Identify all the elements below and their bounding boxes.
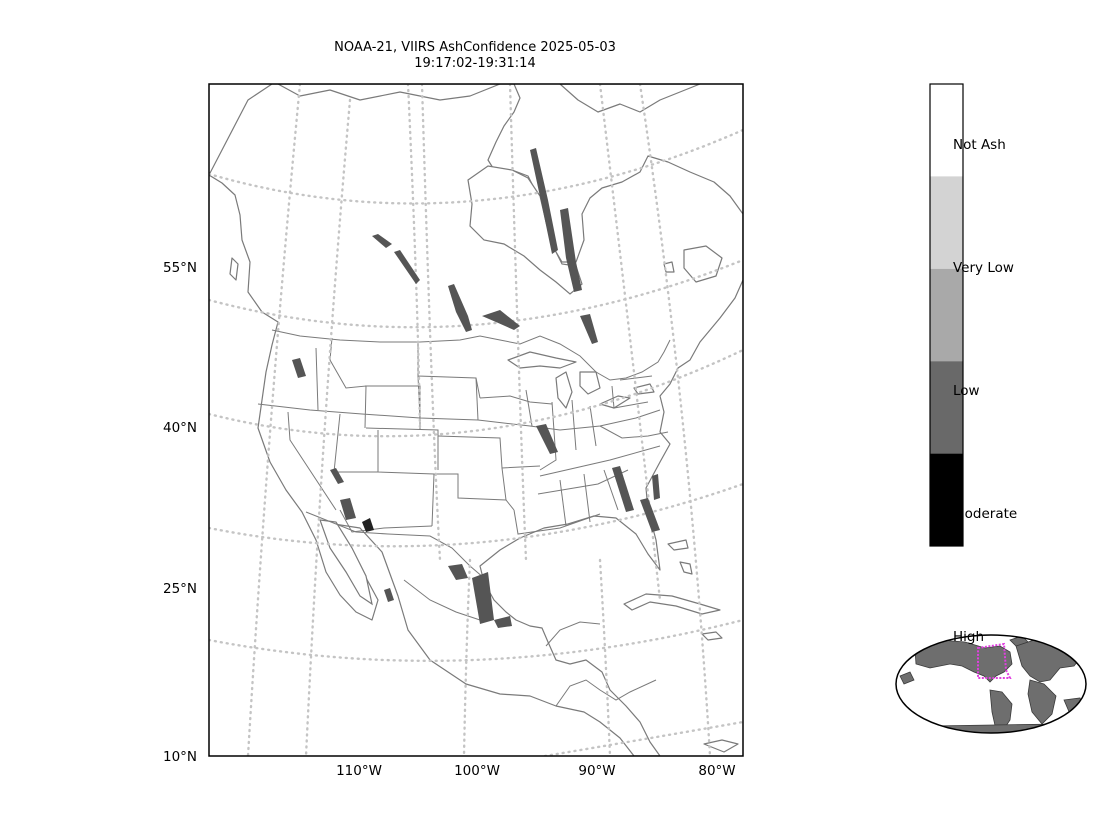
legend-label-very-low: Very Low <box>953 260 1014 276</box>
baffin-island <box>559 84 701 113</box>
legend-label-not-ash: Not Ash <box>953 137 1006 153</box>
lake-huron <box>579 371 601 395</box>
map-frame <box>208 83 744 757</box>
legend-label-low: Low <box>953 383 980 399</box>
vancouver-island <box>229 257 239 281</box>
legend-label-moderate: Moderate <box>953 506 1018 522</box>
inset-extent-box <box>977 642 1012 679</box>
legend-label-high: High <box>953 629 985 645</box>
map-title: NOAA-21, VIIRS AshConfidence 2025-05-03 <box>334 40 616 55</box>
lake-ontario <box>633 383 655 395</box>
lake-erie <box>599 395 631 409</box>
lon-tick-110w: 110°W <box>336 763 382 779</box>
lon-tick-100w: 100°W <box>454 763 500 779</box>
lon-tick-90w: 90°W <box>578 763 616 779</box>
colorbar-frame <box>929 83 964 547</box>
colorbar-segment-low <box>930 268 963 362</box>
canada-us-border <box>271 329 671 381</box>
ash-confidence-speckles <box>292 148 660 628</box>
colorbar-segment-very-low <box>930 176 963 269</box>
colombia-coast <box>703 739 739 753</box>
colorbar-segment-moderate <box>930 361 963 454</box>
map-panel <box>209 84 743 756</box>
hispaniola-edge <box>701 631 723 641</box>
colorbar-segment-high <box>930 453 963 546</box>
graticule <box>209 84 743 756</box>
lat-tick-55n: 55°N <box>163 260 198 276</box>
arctic-islands <box>277 84 501 101</box>
bahamas-north <box>667 539 689 551</box>
lon-tick-80w: 80°W <box>698 763 736 779</box>
lat-tick-25n: 25°N <box>163 581 198 597</box>
colorbar <box>929 83 964 547</box>
globe-locator-icon <box>895 634 1087 734</box>
lat-tick-40n: 40°N <box>163 420 198 436</box>
map-time-range: 19:17:02-19:31:14 <box>414 56 536 71</box>
colorbar-segment-not-ash <box>930 84 963 177</box>
cuba <box>623 593 721 615</box>
bahamas <box>679 561 693 575</box>
newfoundland <box>683 245 723 283</box>
lake-michigan <box>555 371 573 409</box>
lake-superior <box>507 351 577 369</box>
lat-tick-10n: 10°N <box>163 749 198 765</box>
gulf-of-california <box>319 519 373 606</box>
hudson-bay <box>467 165 583 295</box>
